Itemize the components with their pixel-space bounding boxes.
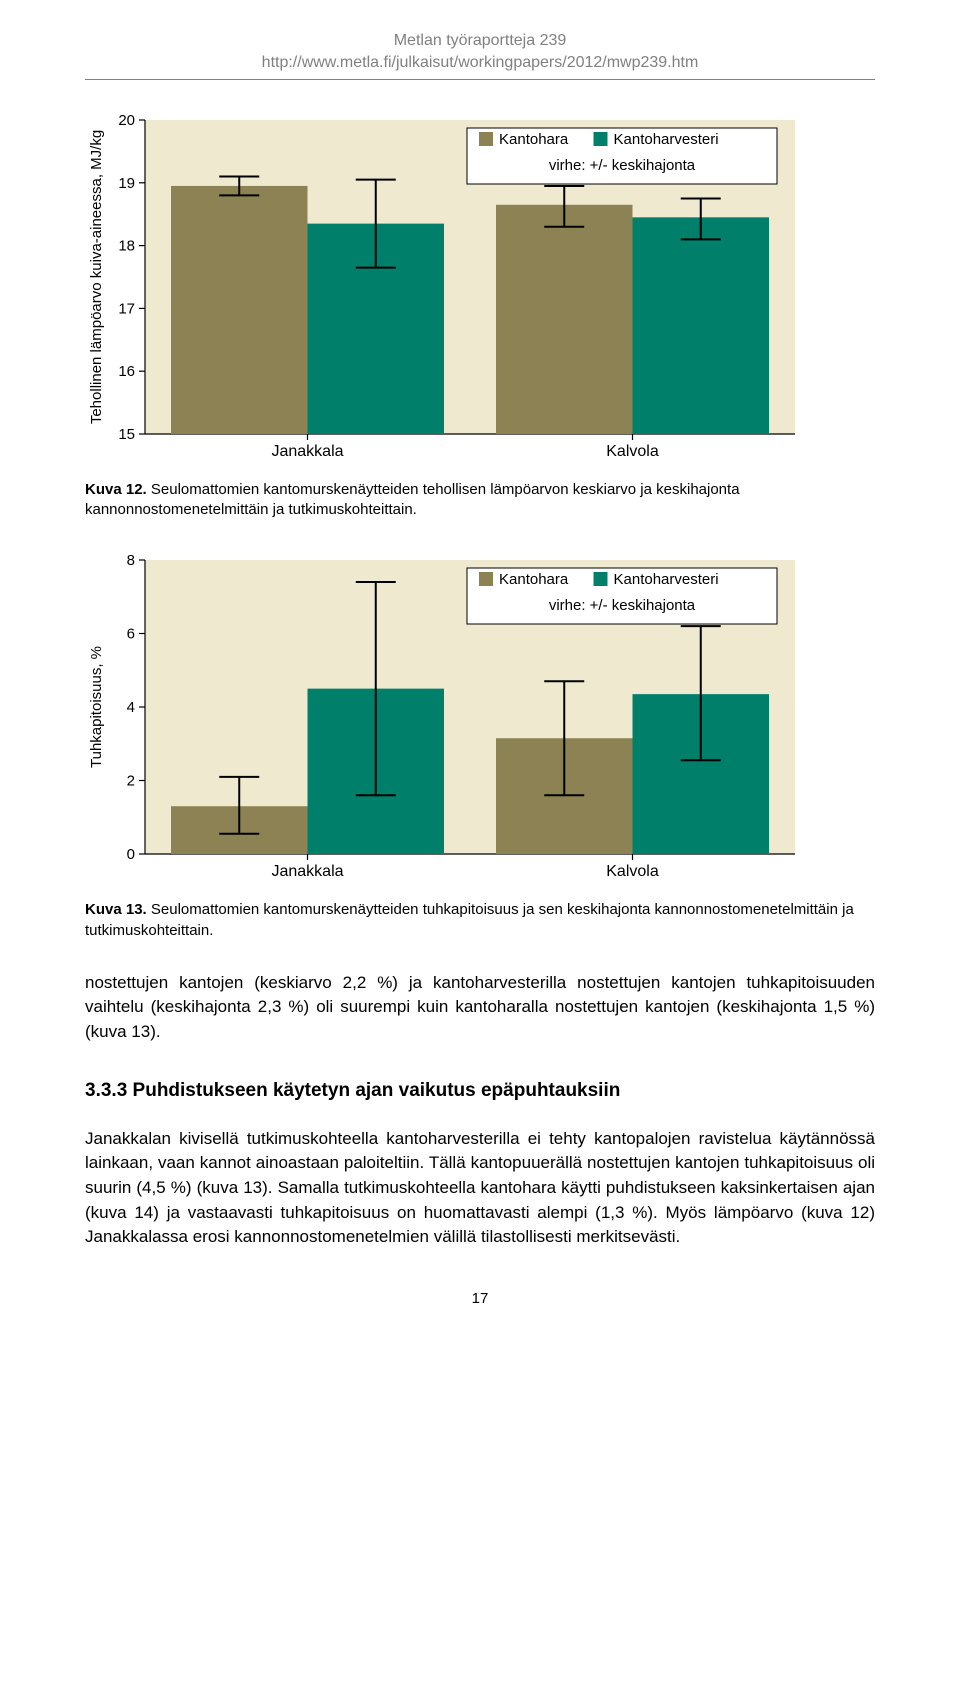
svg-text:20: 20 xyxy=(118,112,135,129)
svg-text:8: 8 xyxy=(127,552,135,569)
page-header: Metlan työraportteja 239 http://www.metl… xyxy=(85,30,875,75)
svg-text:19: 19 xyxy=(118,175,135,192)
svg-text:Kantoharvesteri: Kantoharvesteri xyxy=(614,131,719,148)
svg-text:Kantoharvesteri: Kantoharvesteri xyxy=(614,571,719,588)
caption-text: Seulomattomien kantomurskenäytteiden tuh… xyxy=(85,901,854,938)
svg-text:Kantohara: Kantohara xyxy=(499,131,569,148)
caption-kuva12: Kuva 12. Seulomattomien kantomurskenäytt… xyxy=(85,480,875,521)
svg-text:Kalvola: Kalvola xyxy=(606,863,659,880)
svg-text:Janakkala: Janakkala xyxy=(271,863,343,880)
svg-text:2: 2 xyxy=(127,773,135,790)
svg-text:virhe: +/- keskihajonta: virhe: +/- keskihajonta xyxy=(549,157,696,174)
chart-tuhkapitoisuus: 0 2 4 6 8 Tuhkapitoisuus, % Janakkala Kalvola Ka… xyxy=(85,550,875,890)
chart2-svg: 0 2 4 6 8 Tuhkapitoisuus, % Janakkala Kalvola Ka… xyxy=(85,550,805,890)
svg-text:Tehollinen lämpöarvo kuiva-ain: Tehollinen lämpöarvo kuiva-aineessa, MJ/… xyxy=(88,130,105,424)
page-number: 17 xyxy=(85,1290,875,1307)
caption-kuva13: Kuva 13. Seulomattomien kantomurskenäytt… xyxy=(85,900,875,941)
svg-text:6: 6 xyxy=(127,626,135,643)
caption-text: Seulomattomien kantomurskenäytteiden teh… xyxy=(85,481,740,518)
svg-text:4: 4 xyxy=(127,699,135,716)
header-rule xyxy=(85,79,875,80)
svg-text:Tuhkapitoisuus, %: Tuhkapitoisuus, % xyxy=(88,646,105,768)
series-url: http://www.metla.fi/julkaisut/workingpap… xyxy=(85,52,875,74)
caption-label: Kuva 12. xyxy=(85,481,147,498)
svg-text:18: 18 xyxy=(118,237,135,254)
svg-text:17: 17 xyxy=(118,300,135,317)
svg-text:16: 16 xyxy=(118,363,135,380)
body-paragraph-2: Janakkalan kivisellä tutkimuskohteella k… xyxy=(85,1127,875,1250)
chart-lampoarvo: 15 16 17 18 19 20 Tehollinen lämpöarvo kuiva-a… xyxy=(85,110,875,470)
svg-text:0: 0 xyxy=(127,846,135,863)
svg-text:Kalvola: Kalvola xyxy=(606,443,659,460)
series-title: Metlan työraportteja 239 xyxy=(85,30,875,52)
caption-label: Kuva 13. xyxy=(85,901,147,918)
svg-text:Kantohara: Kantohara xyxy=(499,571,569,588)
chart1-svg: 15 16 17 18 19 20 Tehollinen lämpöarvo kuiva-a… xyxy=(85,110,805,470)
svg-text:virhe: +/- keskihajonta: virhe: +/- keskihajonta xyxy=(549,597,696,614)
svg-text:15: 15 xyxy=(118,426,135,443)
svg-text:Janakkala: Janakkala xyxy=(271,443,343,460)
section-heading: 3.3.3 Puhdistukseen käytetyn ajan vaikut… xyxy=(85,1080,875,1102)
body-paragraph-1: nostettujen kantojen (keskiarvo 2,2 %) j… xyxy=(85,971,875,1045)
